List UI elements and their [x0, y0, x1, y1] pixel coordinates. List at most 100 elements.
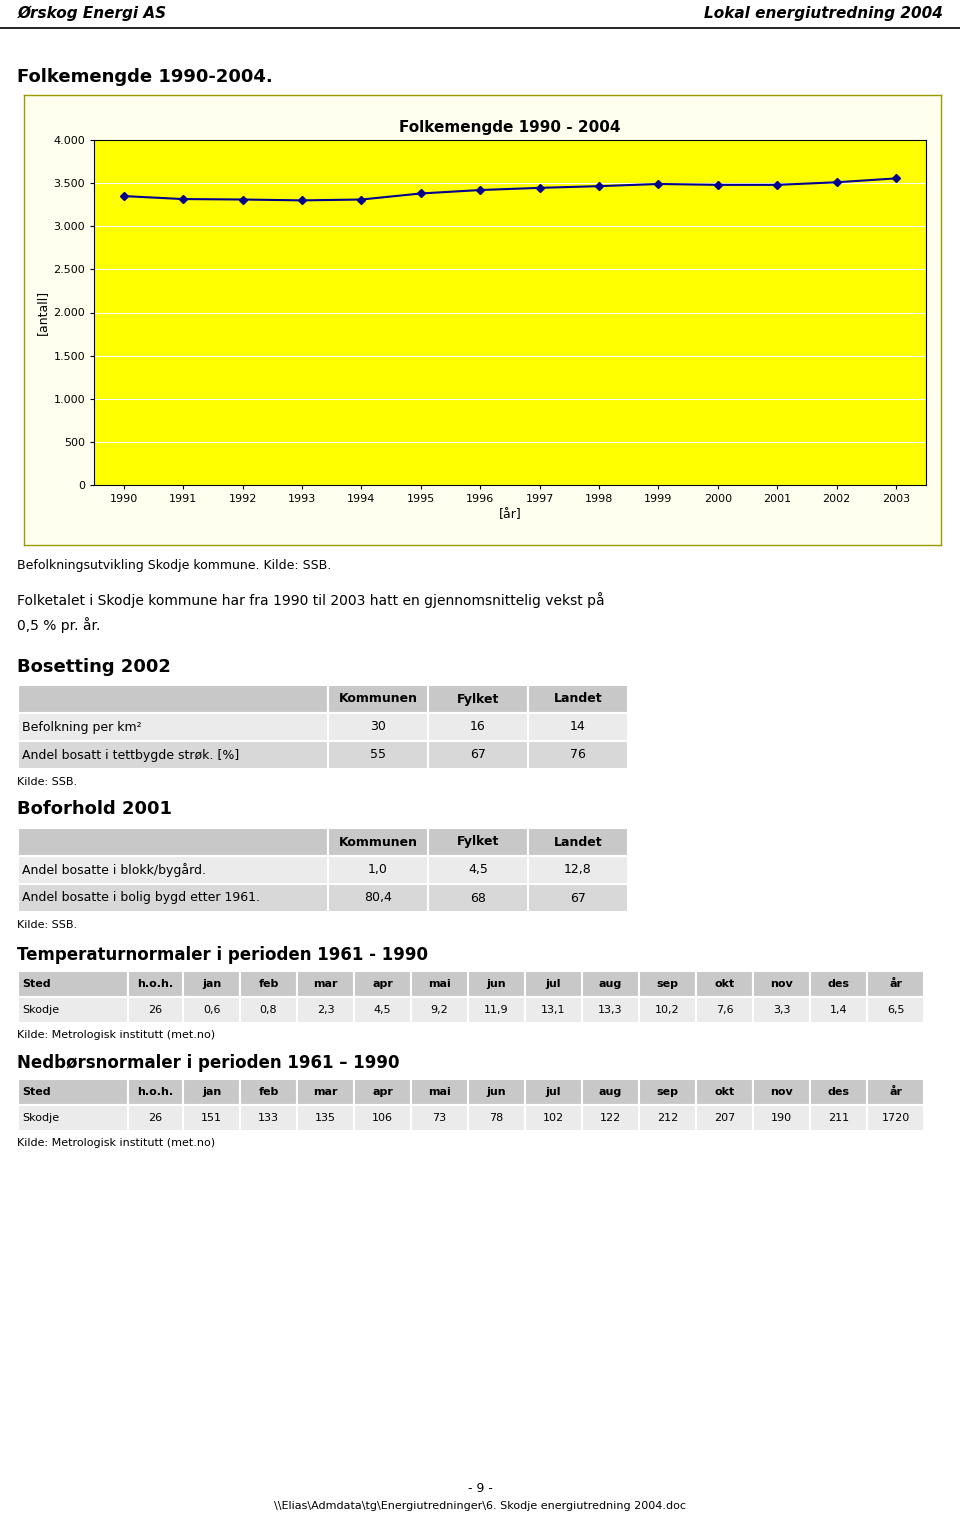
Bar	[468, 998, 525, 1024]
Text: Andel bosatte i blokk/bygård.: Andel bosatte i blokk/bygård.	[22, 863, 206, 877]
Text: okt: okt	[714, 979, 734, 988]
Text: feb: feb	[258, 979, 278, 988]
Text: 30: 30	[370, 721, 386, 733]
Text: Fylket: Fylket	[457, 693, 499, 705]
Bar	[525, 1105, 582, 1131]
Text: 9,2: 9,2	[431, 1005, 448, 1014]
Text: mai: mai	[428, 1086, 451, 1097]
Text: 1,4: 1,4	[829, 1005, 848, 1014]
Bar	[525, 972, 582, 998]
Text: år: år	[889, 979, 902, 988]
Text: des: des	[828, 1086, 850, 1097]
Bar	[528, 855, 628, 884]
Text: Kommunen: Kommunen	[339, 835, 418, 849]
Bar	[696, 1079, 753, 1105]
Text: 1720: 1720	[881, 1112, 910, 1123]
Bar	[696, 998, 753, 1024]
Bar	[240, 1079, 297, 1105]
Bar	[411, 1079, 468, 1105]
Bar	[411, 1105, 468, 1131]
Bar	[18, 685, 328, 713]
Text: 12,8: 12,8	[564, 863, 592, 877]
Text: Kilde: Metrologisk institutt (met.no): Kilde: Metrologisk institutt (met.no)	[17, 1030, 215, 1040]
Bar	[696, 972, 753, 998]
Text: 26: 26	[149, 1005, 162, 1014]
Text: jul: jul	[545, 1086, 562, 1097]
Text: 2,3: 2,3	[317, 1005, 334, 1014]
Text: 207: 207	[714, 1112, 735, 1123]
Text: Temperaturnormaler i perioden 1961 - 1990: Temperaturnormaler i perioden 1961 - 199…	[17, 946, 428, 964]
Text: 3,3: 3,3	[773, 1005, 790, 1014]
Bar	[354, 1079, 411, 1105]
Bar	[328, 713, 428, 741]
Bar	[128, 1079, 183, 1105]
Bar	[18, 713, 328, 741]
Text: 190: 190	[771, 1112, 792, 1123]
Text: Andel bosatte i bolig bygd etter 1961.: Andel bosatte i bolig bygd etter 1961.	[22, 892, 260, 904]
Text: Folkemengde 1990-2004.: Folkemengde 1990-2004.	[17, 67, 273, 86]
Text: Nedbørsnormaler i perioden 1961 – 1990: Nedbørsnormaler i perioden 1961 – 1990	[17, 1054, 399, 1073]
Bar	[428, 713, 528, 741]
Text: aug: aug	[599, 1086, 622, 1097]
Y-axis label: [antall]: [antall]	[36, 291, 49, 335]
Bar	[428, 855, 528, 884]
Bar	[328, 741, 428, 770]
Text: 1,0: 1,0	[368, 863, 388, 877]
Bar	[18, 884, 328, 912]
Text: 26: 26	[149, 1112, 162, 1123]
Bar	[354, 998, 411, 1024]
Text: apr: apr	[372, 1086, 393, 1097]
Text: 73: 73	[432, 1112, 446, 1123]
Bar	[411, 998, 468, 1024]
Bar	[297, 1105, 354, 1131]
Bar	[428, 828, 528, 855]
Text: Landet: Landet	[554, 693, 602, 705]
Bar	[753, 998, 810, 1024]
Text: - 9 -: - 9 -	[468, 1483, 492, 1495]
Text: 55: 55	[370, 748, 386, 762]
Text: 67: 67	[470, 748, 486, 762]
Text: 133: 133	[258, 1112, 279, 1123]
Bar	[428, 685, 528, 713]
Text: 122: 122	[600, 1112, 621, 1123]
Text: år: år	[889, 1086, 902, 1097]
Bar	[810, 1079, 867, 1105]
Bar	[297, 998, 354, 1024]
Bar	[183, 972, 240, 998]
Text: aug: aug	[599, 979, 622, 988]
Bar	[753, 1079, 810, 1105]
Text: jul: jul	[545, 979, 562, 988]
Bar	[354, 1105, 411, 1131]
Text: 14: 14	[570, 721, 586, 733]
Bar	[328, 884, 428, 912]
Text: Skodje: Skodje	[22, 1112, 60, 1123]
Bar	[528, 713, 628, 741]
Bar	[240, 998, 297, 1024]
Bar	[18, 972, 128, 998]
Bar	[525, 1079, 582, 1105]
Bar	[582, 1105, 639, 1131]
Text: 80,4: 80,4	[364, 892, 392, 904]
Bar	[18, 998, 128, 1024]
Bar	[639, 972, 696, 998]
Bar	[867, 972, 924, 998]
Bar	[468, 1105, 525, 1131]
Text: 102: 102	[543, 1112, 564, 1123]
Bar	[468, 1079, 525, 1105]
Text: Boforhold 2001: Boforhold 2001	[17, 800, 172, 819]
Text: 13,3: 13,3	[598, 1005, 623, 1014]
Text: mar: mar	[313, 979, 338, 988]
Text: Folketalet i Skodje kommune har fra 1990 til 2003 hatt en gjennomsnittelig vekst: Folketalet i Skodje kommune har fra 1990…	[17, 592, 605, 633]
Bar	[411, 972, 468, 998]
Bar	[328, 828, 428, 855]
Bar	[183, 1079, 240, 1105]
Text: 13,1: 13,1	[541, 1005, 565, 1014]
Text: Kilde: Metrologisk institutt (met.no): Kilde: Metrologisk institutt (met.no)	[17, 1138, 215, 1148]
Bar	[18, 1079, 128, 1105]
Bar	[810, 972, 867, 998]
Text: 135: 135	[315, 1112, 336, 1123]
Bar	[468, 972, 525, 998]
Text: 106: 106	[372, 1112, 393, 1123]
Bar	[528, 884, 628, 912]
Text: Andel bosatt i tettbygde strøk. [%]: Andel bosatt i tettbygde strøk. [%]	[22, 748, 239, 762]
